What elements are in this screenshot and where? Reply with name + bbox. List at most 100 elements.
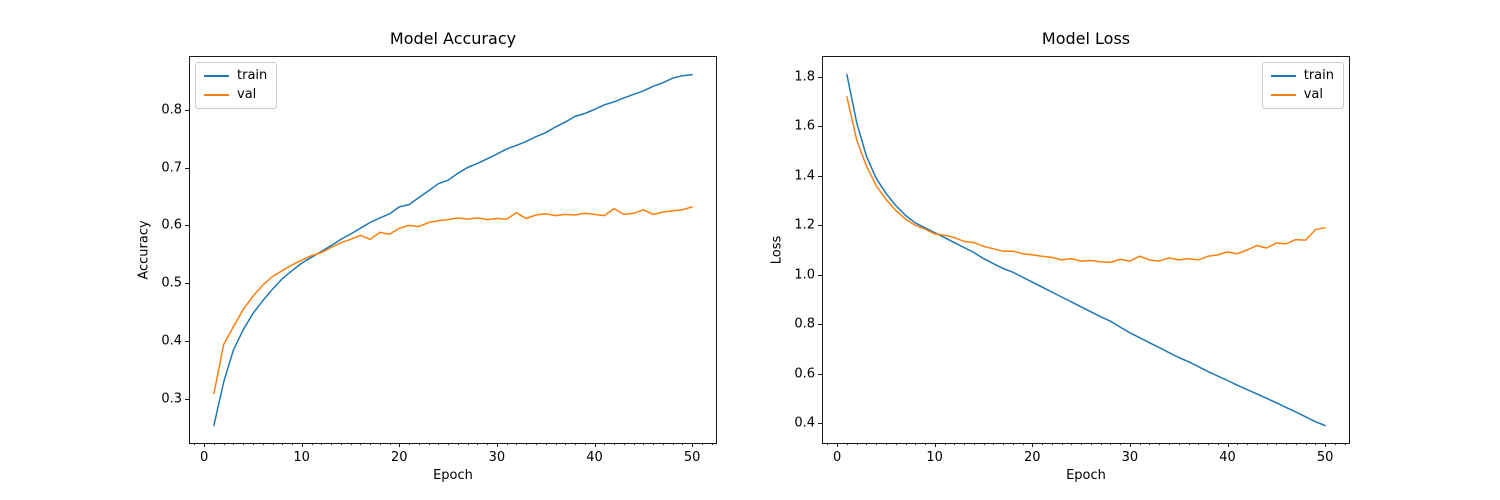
x-tick-label: 40 xyxy=(586,450,603,465)
x-minor-tick xyxy=(311,443,313,445)
x-minor-tick xyxy=(360,443,362,445)
y-tick xyxy=(818,274,822,276)
x-minor-tick xyxy=(516,443,518,445)
x-minor-tick xyxy=(282,443,284,445)
x-tick xyxy=(1129,443,1131,447)
train-line-swatch xyxy=(204,75,229,77)
x-minor-tick xyxy=(1120,443,1122,445)
legend-item-val: val xyxy=(204,87,267,103)
line-series-canvas xyxy=(846,73,1326,427)
x-minor-tick xyxy=(438,443,440,445)
x-minor-tick xyxy=(467,443,469,445)
x-minor-tick xyxy=(1217,443,1219,445)
x-tick-label: 50 xyxy=(683,450,701,465)
accuracy-chart: Model Accuracy Accuracy Epoch train val … xyxy=(137,29,717,483)
x-minor-tick xyxy=(223,443,225,445)
x-minor-tick xyxy=(905,443,907,445)
x-minor-tick xyxy=(584,443,586,445)
y-tick-label: 0.7 xyxy=(161,160,182,175)
x-tick xyxy=(934,443,936,447)
y-tick xyxy=(818,225,822,227)
x-tick xyxy=(301,443,303,447)
y-axis-label: Accuracy xyxy=(136,220,152,280)
x-minor-tick xyxy=(1266,443,1268,445)
val-line-swatch xyxy=(1270,94,1296,96)
x-minor-tick xyxy=(1003,443,1005,445)
x-minor-tick xyxy=(252,443,254,445)
x-minor-tick xyxy=(535,443,537,445)
x-minor-tick xyxy=(604,443,606,445)
chart-title: Model Accuracy xyxy=(389,29,517,48)
x-minor-tick xyxy=(272,443,274,445)
x-minor-tick xyxy=(993,443,995,445)
x-minor-tick xyxy=(1012,443,1014,445)
val-line-swatch xyxy=(204,94,229,96)
train-line-swatch xyxy=(1270,75,1296,77)
x-minor-tick xyxy=(1149,443,1151,445)
x-minor-tick xyxy=(1081,443,1083,445)
x-minor-tick xyxy=(662,443,664,445)
y-axis-label: Loss xyxy=(769,235,785,265)
x-minor-tick xyxy=(243,443,245,445)
x-minor-tick xyxy=(321,443,323,445)
x-tick xyxy=(1032,443,1034,447)
x-minor-tick xyxy=(1276,443,1278,445)
x-tick-label: 0 xyxy=(833,450,842,465)
x-tick-label: 20 xyxy=(1024,450,1041,465)
x-minor-tick xyxy=(876,443,878,445)
x-tick xyxy=(1227,443,1229,447)
x-tick xyxy=(837,443,839,447)
x-minor-tick xyxy=(1286,443,1288,445)
legend-label: val xyxy=(237,87,257,102)
x-tick-label: 40 xyxy=(1219,450,1236,465)
y-tick-label: 1.0 xyxy=(794,267,815,283)
x-minor-tick xyxy=(711,443,713,445)
legend: train val xyxy=(1261,62,1344,109)
x-tick-label: 0 xyxy=(200,450,209,465)
line-series-canvas xyxy=(213,73,693,427)
x-minor-tick xyxy=(983,443,985,445)
x-minor-tick xyxy=(1110,443,1112,445)
x-minor-tick xyxy=(1198,443,1200,445)
x-minor-tick xyxy=(1305,443,1307,445)
legend-label: train xyxy=(1303,68,1334,83)
x-tick xyxy=(594,443,596,447)
legend-label: train xyxy=(237,68,268,83)
y-tick-label: 0.4 xyxy=(794,415,815,431)
x-minor-tick xyxy=(1071,443,1073,445)
x-minor-tick xyxy=(379,443,381,445)
y-tick xyxy=(818,77,822,78)
x-minor-tick xyxy=(954,443,956,445)
x-tick-label: 30 xyxy=(488,450,506,465)
legend-item-train: train xyxy=(1270,68,1334,84)
x-minor-tick xyxy=(856,443,858,445)
legend-item-val: val xyxy=(1270,87,1334,103)
x-minor-tick xyxy=(1256,443,1258,445)
x-minor-tick xyxy=(545,443,547,445)
x-tick-label: 50 xyxy=(1316,450,1334,465)
legend: train val xyxy=(195,62,278,109)
x-minor-tick xyxy=(477,443,479,445)
x-tick-label: 30 xyxy=(1121,450,1139,465)
x-minor-tick xyxy=(964,443,965,445)
x-tick xyxy=(204,443,206,447)
x-minor-tick xyxy=(1295,443,1297,445)
y-tick-label: 0.6 xyxy=(794,366,815,382)
train-line xyxy=(213,73,693,427)
y-tick-label: 1.6 xyxy=(794,118,815,134)
x-minor-tick xyxy=(973,443,975,445)
x-tick xyxy=(399,443,401,447)
y-tick xyxy=(818,126,822,128)
y-tick xyxy=(818,423,822,424)
x-axis-label: Epoch xyxy=(1066,468,1106,483)
y-tick-label: 0.6 xyxy=(161,217,182,233)
x-minor-tick xyxy=(1188,443,1190,445)
y-tick xyxy=(185,167,189,169)
y-tick-label: 1.4 xyxy=(794,168,815,184)
x-minor-tick xyxy=(1042,443,1044,445)
x-minor-tick xyxy=(565,443,567,445)
x-minor-tick xyxy=(1168,443,1170,445)
x-minor-tick xyxy=(1315,443,1317,445)
y-tick xyxy=(818,373,822,375)
